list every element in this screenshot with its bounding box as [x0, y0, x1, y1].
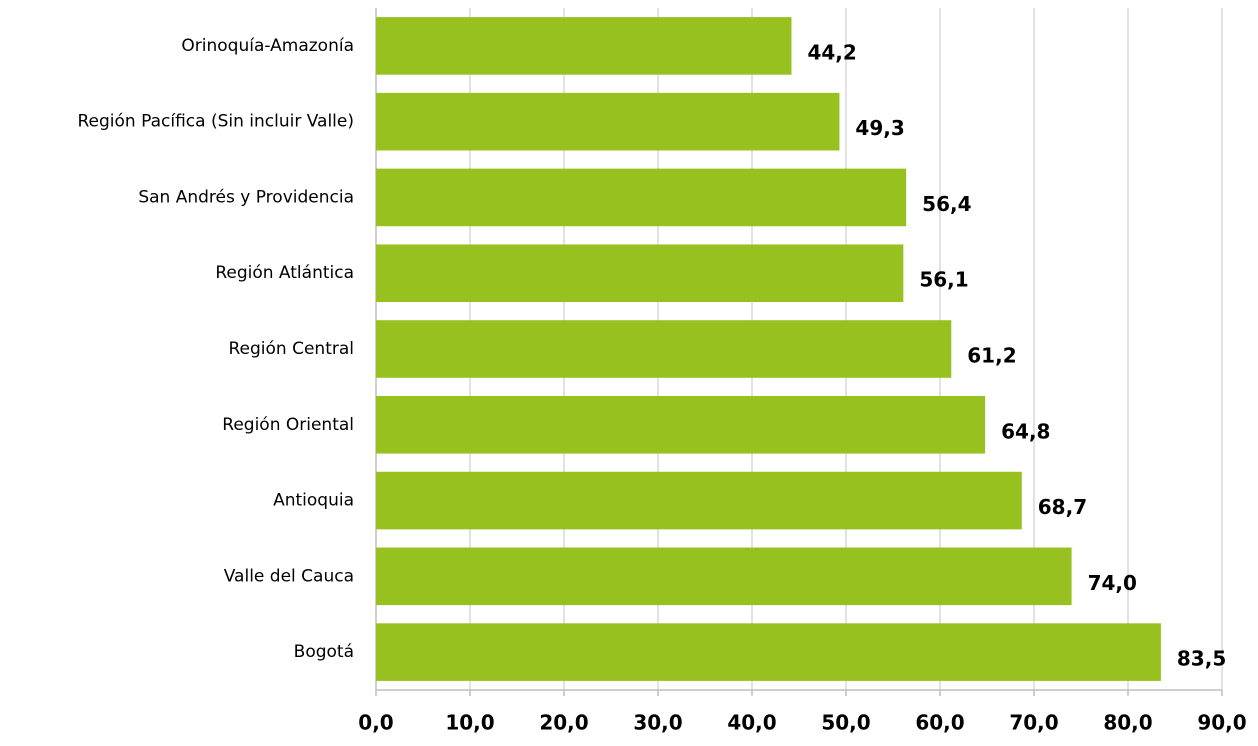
bar — [376, 623, 1161, 681]
x-tick-label: 50,0 — [821, 711, 870, 735]
bar — [376, 471, 1022, 530]
x-tick-label: 70,0 — [1009, 711, 1058, 735]
bar — [376, 17, 792, 75]
y-tick-label: Antioquia — [273, 491, 354, 511]
data-label: 61,2 — [967, 344, 1016, 368]
bar — [376, 395, 986, 454]
x-tick-label: 60,0 — [915, 711, 964, 735]
data-label: 49,3 — [855, 116, 904, 140]
bar — [376, 168, 907, 227]
x-tick-label: 10,0 — [445, 711, 494, 735]
data-label: 64,8 — [1001, 419, 1050, 443]
x-tick-label: 40,0 — [727, 711, 776, 735]
data-label: 74,0 — [1088, 571, 1137, 595]
data-label: 83,5 — [1177, 647, 1226, 671]
bar — [376, 92, 840, 151]
bar — [376, 547, 1072, 606]
data-label: 44,2 — [807, 40, 856, 64]
x-tick-label: 30,0 — [633, 711, 682, 735]
y-tick-label: Región Pacífica (Sin incluir Valle) — [78, 112, 355, 132]
y-tick-label: Bogotá — [294, 642, 354, 662]
data-label: 56,4 — [922, 192, 971, 216]
y-tick-label: Región Central — [229, 339, 355, 359]
y-tick-label: Región Atlántica — [215, 263, 354, 283]
x-tick-label: 80,0 — [1103, 711, 1152, 735]
y-tick-label: Orinoquía-Amazonía — [181, 36, 354, 56]
bar — [376, 320, 952, 378]
data-label: 68,7 — [1038, 495, 1087, 519]
y-tick-label: Valle del Cauca — [224, 566, 354, 586]
y-tick-label: Región Oriental — [222, 415, 354, 435]
x-tick-label: 20,0 — [539, 711, 588, 735]
bar — [376, 244, 904, 303]
data-label: 56,1 — [919, 268, 968, 292]
y-tick-label: San Andrés y Providencia — [138, 187, 354, 207]
x-tick-label: 90,0 — [1197, 711, 1246, 735]
x-tick-label: 0,0 — [358, 711, 393, 735]
